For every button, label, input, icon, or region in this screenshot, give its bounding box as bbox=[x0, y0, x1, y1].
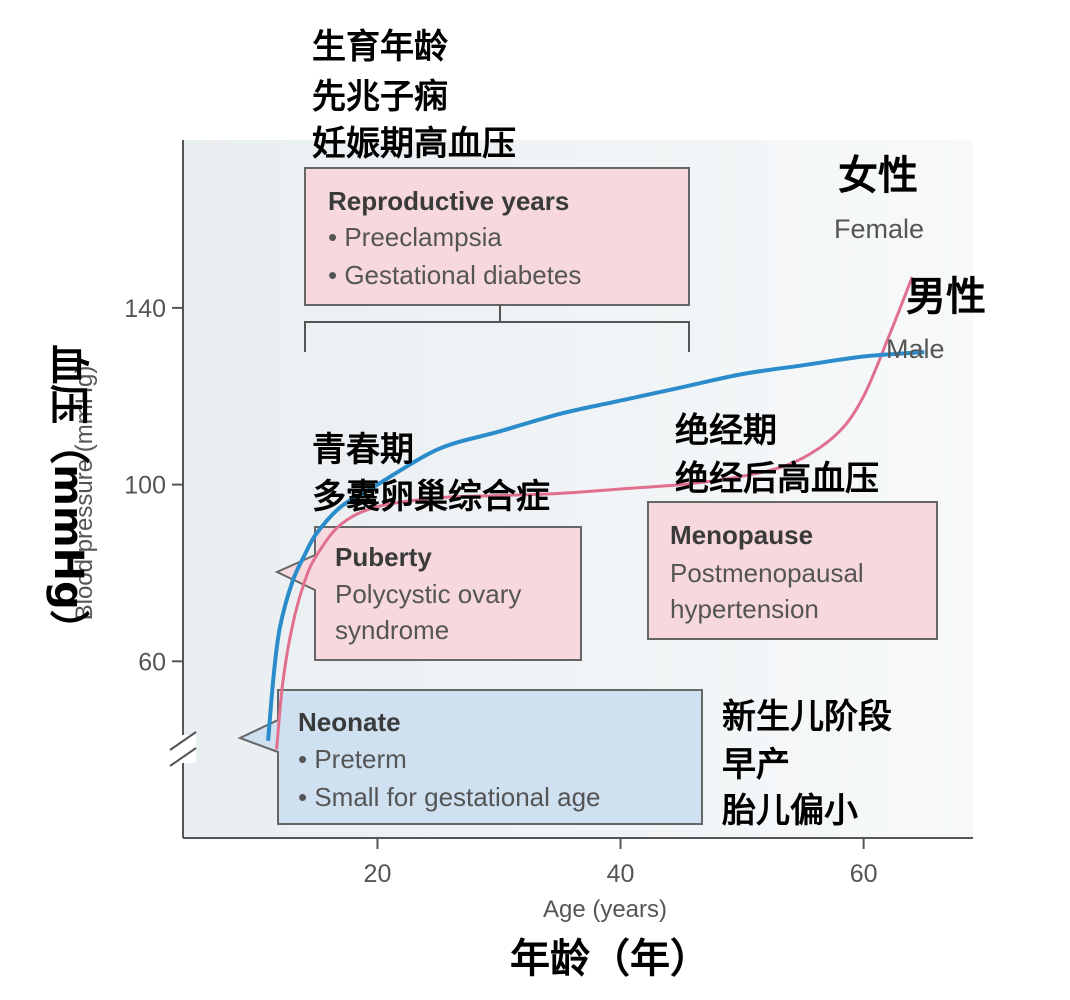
neonate-zh-1: 新生儿阶段 bbox=[722, 697, 892, 737]
male-series-line bbox=[266, 350, 925, 741]
y-tick-label: 100 bbox=[124, 472, 166, 500]
reproductive-bracket bbox=[304, 305, 690, 352]
reproductive-box: Reproductive years • Preeclampsia • Gest… bbox=[304, 167, 690, 352]
female-label-zh: 女性 bbox=[838, 153, 918, 199]
male-label: Male bbox=[886, 334, 945, 364]
neonate-title: Neonate bbox=[298, 707, 401, 737]
x-axis-label-zh: 年龄（年） bbox=[510, 936, 710, 982]
puberty-zh-2: 多囊卵巢综合症 bbox=[312, 477, 550, 517]
puberty-item-1: Polycystic ovary bbox=[335, 579, 521, 609]
neonate-zh-3: 胎儿偏小 bbox=[722, 791, 858, 831]
reproductive-zh-3: 妊娠期高血压 bbox=[312, 124, 516, 164]
puberty-box: Puberty Polycystic ovary syndrome bbox=[274, 526, 582, 661]
axis-break bbox=[169, 731, 197, 767]
reproductive-zh-1: 生育年龄 bbox=[312, 27, 448, 67]
male-label-zh: 男性 bbox=[906, 274, 986, 320]
female-series-line bbox=[275, 276, 914, 750]
menopause-box: Menopause Postmenopausal hypertension bbox=[647, 501, 938, 640]
reproductive-zh-2: 先兆子痫 bbox=[312, 77, 448, 117]
female-label: Female bbox=[834, 214, 924, 244]
y-axis-label: Blood pressure (mmHg) bbox=[71, 366, 98, 621]
menopause-item-1: Postmenopausal bbox=[670, 558, 864, 588]
neonate-item-1: • Preterm bbox=[298, 744, 407, 774]
puberty-item-2: syndrome bbox=[335, 615, 449, 645]
neonate-zh-2: 早产 bbox=[722, 745, 790, 785]
menopause-item-2: hypertension bbox=[670, 594, 819, 624]
x-axis-label: Age (years) bbox=[543, 896, 667, 923]
neonate-item-2: • Small for gestational age bbox=[298, 782, 601, 812]
reproductive-title: Reproductive years bbox=[328, 186, 569, 216]
neonate-box: Neonate • Preterm • Small for gestationa… bbox=[237, 689, 703, 825]
x-ticks: 20 40 60 bbox=[364, 838, 878, 888]
x-tick-label: 60 bbox=[850, 860, 878, 888]
menopause-zh-1: 绝经期 bbox=[675, 411, 777, 451]
x-tick-label: 20 bbox=[364, 860, 392, 888]
reproductive-item-1: • Preeclampsia bbox=[328, 222, 502, 252]
y-axis-label-zh: 血压（mmHg） bbox=[45, 344, 91, 649]
y-tick-label: 140 bbox=[124, 295, 166, 323]
y-tick-label: 60 bbox=[138, 648, 166, 676]
menopause-title: Menopause bbox=[670, 520, 813, 550]
puberty-title: Puberty bbox=[335, 542, 432, 572]
y-ticks: 60 100 140 bbox=[124, 295, 183, 676]
menopause-zh-2: 绝经后高血压 bbox=[675, 459, 879, 499]
puberty-zh-1: 青春期 bbox=[312, 430, 414, 470]
reproductive-item-2: • Gestational diabetes bbox=[328, 260, 581, 290]
x-tick-label: 40 bbox=[607, 860, 635, 888]
